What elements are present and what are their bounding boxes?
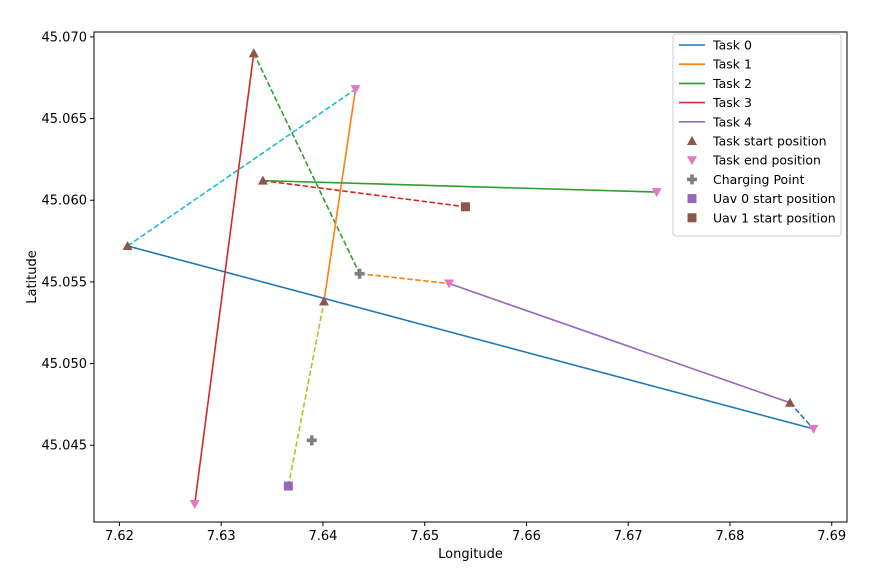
legend-label: Uav 0 start position	[713, 191, 836, 206]
x-tick-label: 7.67	[614, 529, 643, 544]
x-tick-label: 7.63	[207, 529, 236, 544]
axes: 7.62 7.63 7.64 7.65 7.66 7.67 7.68 7.69 45.045 45…	[25, 30, 848, 562]
transition-line-1	[359, 272, 450, 285]
task-end-position-marker	[444, 279, 455, 289]
x-axis-label: Longitude	[438, 547, 503, 562]
transition-line-4	[127, 88, 356, 247]
legend-swatch-marker	[687, 213, 697, 223]
charging-point-marker	[354, 268, 365, 279]
charging-point-marker	[306, 435, 317, 446]
legend-label: Task start position	[712, 134, 827, 149]
task-start-position-marker	[257, 175, 268, 185]
axes-frame	[93, 31, 848, 523]
legend-label: Task 2	[712, 76, 752, 91]
transition-line-3	[262, 179, 466, 208]
legend-box	[672, 33, 842, 237]
x-tick-label: 7.65	[410, 529, 439, 544]
uav-1-start-position-marker	[460, 202, 470, 212]
legend-label: Uav 1 start position	[713, 210, 836, 225]
series-line-task-4	[448, 282, 791, 404]
legend-swatch-marker	[687, 174, 697, 185]
legend-label: Task 3	[712, 95, 752, 110]
transition-line-0	[789, 402, 815, 430]
transition-line-5	[287, 301, 325, 487]
y-tick-label: 45.050	[42, 357, 88, 372]
task-end-position-marker	[189, 500, 200, 510]
x-tick-label: 7.69	[817, 529, 846, 544]
y-tick-label: 45.065	[42, 112, 88, 127]
task-start-position-marker	[248, 48, 259, 58]
y-tick-label: 45.070	[42, 30, 88, 45]
legend-label: Task 4	[712, 114, 752, 129]
y-tick-label: 45.055	[42, 275, 88, 290]
legend-swatch-marker	[687, 194, 697, 204]
x-tick-label: 7.64	[308, 529, 337, 544]
legend-swatch-marker	[687, 136, 697, 145]
task-start-position-marker	[318, 296, 329, 306]
x-tick-label: 7.68	[716, 529, 745, 544]
legend-label: Task end position	[712, 153, 821, 168]
legend: Task 0 Task 1 Task 2 Task 3 Task 4 Task start…	[672, 33, 842, 237]
task-start-position-marker	[785, 397, 796, 407]
task-end-position-marker	[651, 188, 662, 198]
y-axis-label: Latitude	[25, 250, 40, 304]
legend-label: Task 0	[712, 38, 752, 53]
y-tick-label: 45.060	[42, 194, 88, 209]
series-line-task-3	[193, 53, 255, 505]
uav-0-start-position-marker	[283, 481, 293, 491]
series-line-task-1	[323, 89, 357, 302]
legend-swatch-marker	[687, 156, 697, 166]
series-line-task-0	[127, 245, 814, 430]
plot-area	[122, 48, 819, 510]
transition-line-2	[253, 52, 361, 275]
legend-label: Task 1	[712, 57, 752, 72]
task-start-position-marker	[122, 240, 133, 250]
x-tick-label: 7.66	[512, 529, 541, 544]
task-end-position-marker	[350, 85, 361, 95]
legend-label: Charging Point	[713, 172, 805, 187]
x-tick-label: 7.62	[105, 529, 134, 544]
y-tick-label: 45.045	[42, 439, 88, 454]
task-end-position-marker	[808, 424, 819, 434]
series-line-task-2	[262, 179, 657, 193]
